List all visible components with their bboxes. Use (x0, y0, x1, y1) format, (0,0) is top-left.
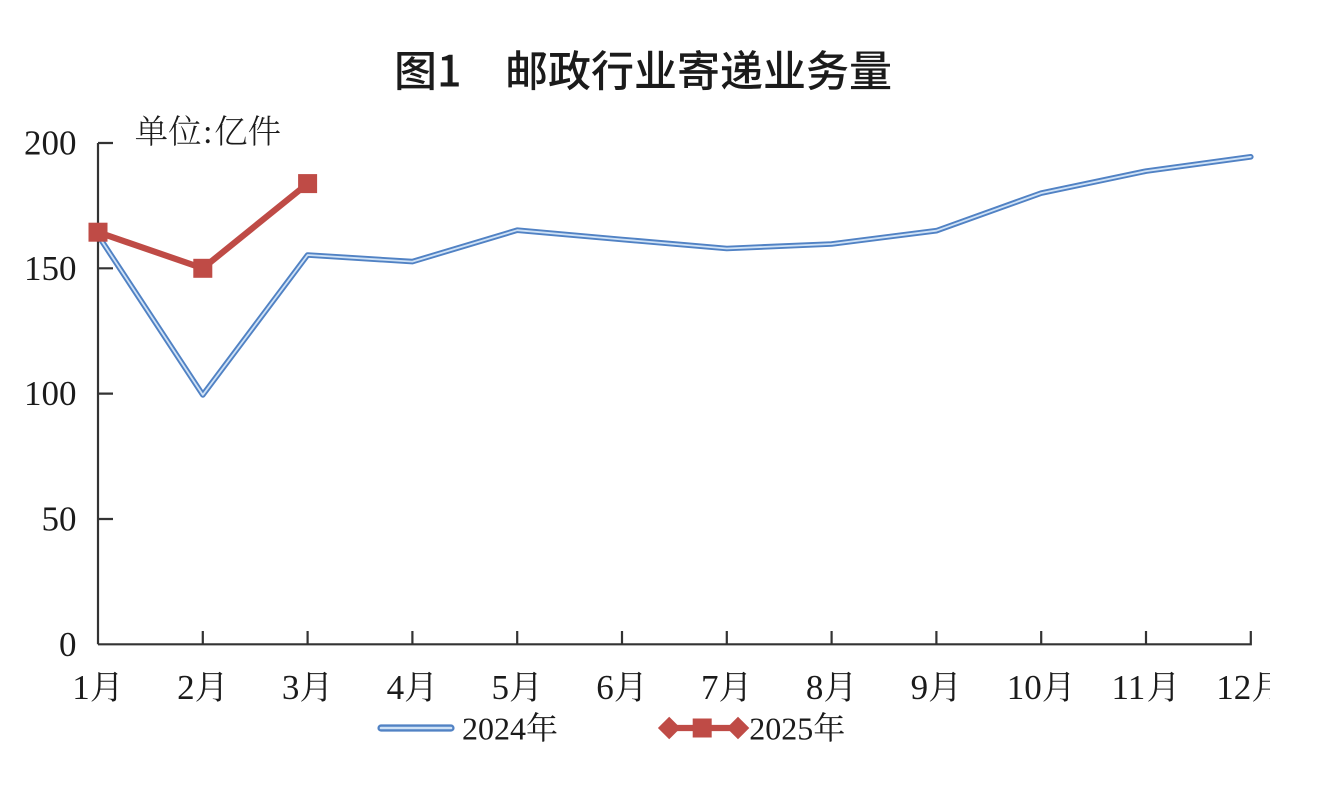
svg-text:2025: 2025 (749, 710, 813, 746)
svg-text:50: 50 (42, 500, 77, 539)
svg-text:150: 150 (24, 249, 77, 288)
svg-text:200: 200 (24, 124, 77, 163)
svg-text:3: 3 (282, 668, 300, 707)
svg-text:11: 11 (1112, 668, 1146, 707)
svg-text:1: 1 (72, 668, 90, 707)
svg-text:6: 6 (596, 668, 614, 707)
svg-text:2: 2 (177, 668, 195, 707)
svg-text:10: 10 (1007, 668, 1042, 707)
svg-text:4: 4 (387, 668, 405, 707)
svg-text::: : (203, 114, 212, 151)
svg-text:0: 0 (59, 625, 77, 664)
svg-text:8: 8 (806, 668, 824, 707)
svg-text:100: 100 (24, 374, 77, 413)
svg-text:12: 12 (1216, 668, 1251, 707)
svg-text:2024: 2024 (462, 710, 526, 746)
svg-text:7: 7 (701, 668, 719, 707)
svg-text:9: 9 (911, 668, 929, 707)
svg-text:5: 5 (492, 668, 510, 707)
